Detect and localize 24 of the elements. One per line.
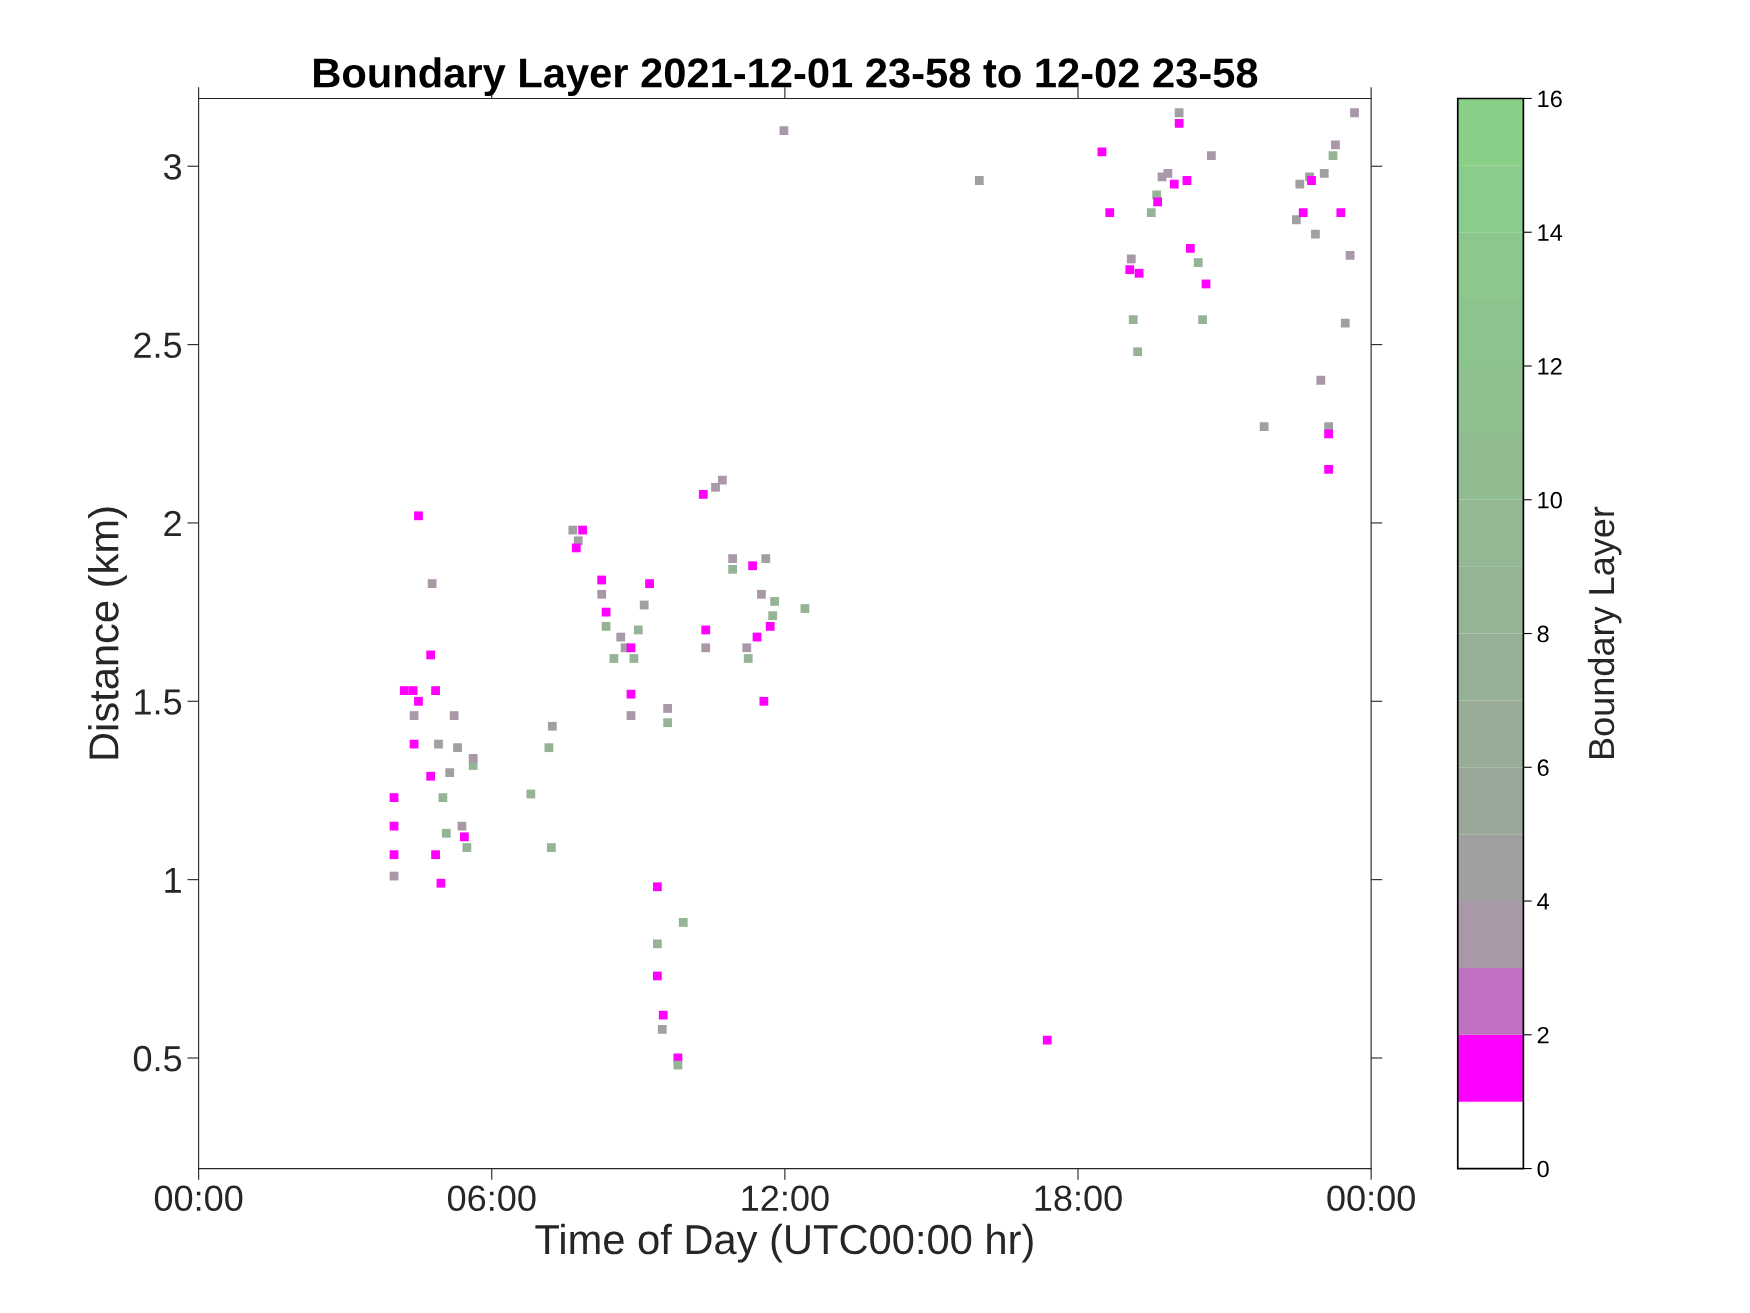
x-tick-label: 12:00 (742, 1185, 829, 1212)
y-tick-label: 2 (164, 510, 181, 537)
y-tick-label: 0.5 (133, 1045, 182, 1072)
color-bar-label: 6 (1537, 759, 1549, 777)
x-tick-label: 18:00 (1035, 1185, 1122, 1212)
y-axis-title: Distance (km) (88, 507, 127, 759)
y-tick-label: 2.5 (134, 332, 182, 359)
color-bar-label: 0 (1537, 1160, 1549, 1178)
y-tick-label: 1 (165, 867, 181, 893)
color-bar-label: 10 (1538, 491, 1562, 509)
color-bar-label: 4 (1537, 893, 1550, 910)
x-axis-title: Time of Day (UTC00:00 hr) (535, 1223, 1033, 1263)
color-bar-label: 14 (1538, 224, 1563, 241)
x-tick-label: 00:00 (1327, 1185, 1415, 1212)
color-bar-label: 16 (1538, 90, 1562, 108)
color-bar-label: 2 (1537, 1026, 1549, 1044)
color-bar-label: 12 (1538, 358, 1562, 375)
x-tick-label: 06:00 (447, 1185, 536, 1212)
color-bar-label: 8 (1537, 625, 1549, 643)
chart-title: Boundary Layer 2021-12-01 23-58 to 12-02 23-58 (314, 57, 1258, 97)
y-tick-label: 3 (163, 154, 182, 180)
x-tick-label: 00:00 (154, 1185, 243, 1212)
y-tick-label: 1.5 (135, 689, 182, 715)
color-bar-title: Boundary Layer (1587, 506, 1622, 759)
